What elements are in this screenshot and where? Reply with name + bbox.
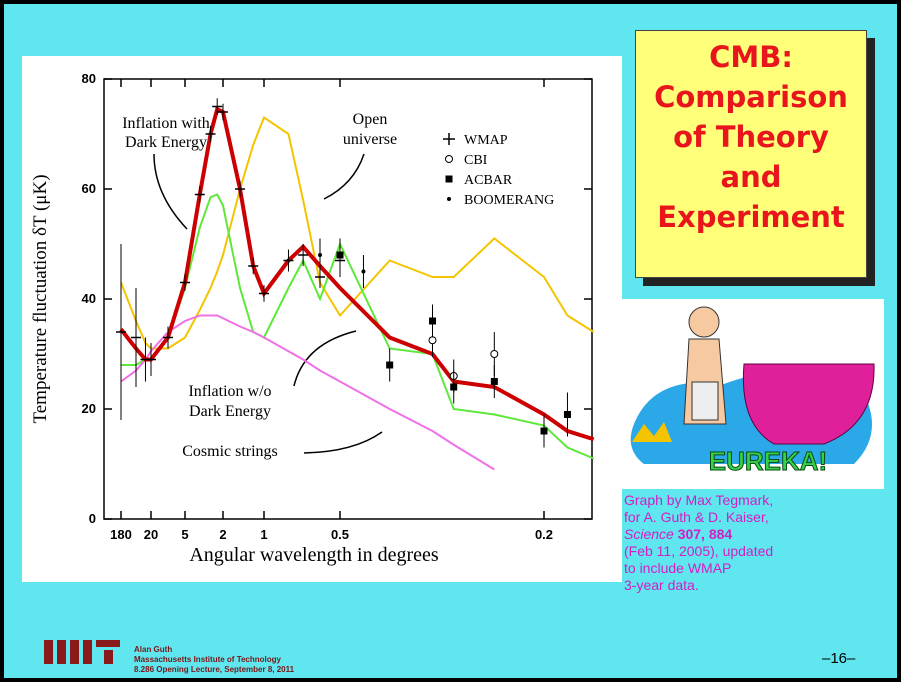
footer: Alan Guth Massachusetts Institute of Tec… [134, 645, 294, 675]
annotation: Inflation with [122, 115, 210, 132]
x-tick-label: 0.5 [331, 527, 349, 542]
data-point [386, 361, 394, 369]
data-point [540, 427, 548, 435]
annotation: Open [353, 111, 388, 128]
journal: Science [624, 526, 674, 542]
logo-bar [57, 640, 66, 664]
x-tick-label: 5 [181, 527, 188, 542]
caption: Graph by Max Tegmark, for A. Guth & D. K… [624, 492, 773, 594]
annotation: Cosmic strings [182, 443, 278, 460]
head [688, 306, 720, 338]
image-label: EUREKA! [709, 446, 827, 476]
logo-bar [96, 640, 120, 647]
series-line [120, 314, 495, 471]
annotations: Inflation with Dark Energy Open universe… [122, 111, 397, 460]
legend-label: BOOMERANG [464, 193, 554, 208]
crown [632, 422, 672, 442]
data-point [336, 251, 344, 259]
caption-line: Science 307, 884 [624, 526, 773, 543]
footer-institution: Massachusetts Institute of Technology [134, 655, 281, 664]
caption-line: 3-year data. [624, 577, 699, 593]
series-line [120, 115, 595, 350]
arrow [293, 330, 357, 387]
y-tick-label: 0 [89, 511, 96, 526]
x-tick-label: 20 [144, 527, 158, 542]
legend-marker [443, 133, 455, 145]
eureka-image: EUREKA! [621, 299, 884, 489]
x-tick-label: 2 [219, 527, 226, 542]
legend-marker [447, 197, 451, 201]
legend-label: WMAP [464, 133, 508, 148]
arrow [323, 153, 365, 200]
caption-line: (Feb 11, 2005), updated [624, 543, 774, 559]
data-point [490, 350, 499, 358]
data-point [490, 378, 498, 385]
x-tick-label: 1 [260, 527, 267, 542]
logo-bar [104, 650, 113, 664]
title-box: CMB: Comparison of Theory and Experiment [635, 30, 867, 278]
mit-logo [44, 640, 120, 664]
legend-marker [445, 155, 453, 163]
x-tick-label: 180 [110, 527, 132, 542]
data-point [563, 411, 571, 418]
y-tick-label: 20 [82, 401, 96, 416]
volume: 307, 884 [677, 526, 733, 542]
x-axis-label: Angular wavelength in degrees [189, 544, 439, 566]
title-line: Comparison [654, 80, 848, 114]
title-line: and [720, 160, 782, 194]
chart: Angular wavelength in degrees Temperatur… [22, 56, 884, 664]
legend-label: ACBAR [464, 173, 513, 188]
caption-line: to include WMAP [624, 560, 732, 576]
logo-bar [44, 640, 53, 664]
annotation: universe [343, 131, 397, 148]
page-number: –16– [822, 650, 856, 667]
annotation: Inflation w/o [188, 383, 271, 400]
logo-bar [83, 640, 92, 664]
x-tick-label: 0.2 [535, 527, 553, 542]
data-point [429, 317, 437, 325]
arrow [303, 431, 383, 454]
logo-bar [70, 640, 79, 664]
annotation: Dark Energy [189, 403, 271, 420]
data-point [450, 383, 458, 391]
title-line: of Theory [673, 120, 829, 154]
arrows [153, 153, 383, 454]
caption-line: Graph by Max Tegmark, [624, 492, 774, 508]
series-line [119, 106, 595, 442]
data-point [318, 253, 323, 257]
caption-line: for A. Guth & D. Kaiser, [624, 509, 769, 525]
title-line: CMB: [709, 40, 793, 74]
legend-marker [445, 175, 453, 183]
chart-panel [22, 56, 622, 582]
annotation: Dark Energy [125, 134, 207, 151]
title-line: Experiment [657, 200, 845, 234]
legend-label: CBI [464, 153, 488, 168]
bathtub [742, 363, 875, 445]
data-point [361, 269, 366, 274]
y-tick-label: 60 [82, 181, 96, 196]
footer-lecture: 8.286 Opening Lecture, September 8, 2011 [134, 665, 295, 674]
y-tick-label: 40 [82, 291, 96, 306]
data-point [428, 336, 437, 345]
footer-name: Alan Guth [134, 645, 173, 654]
towel [691, 381, 719, 421]
y-axis-label: Temperature fluctuation δT (μK) [30, 174, 51, 423]
y-tick-label: 80 [82, 71, 96, 86]
arrow [153, 153, 188, 230]
